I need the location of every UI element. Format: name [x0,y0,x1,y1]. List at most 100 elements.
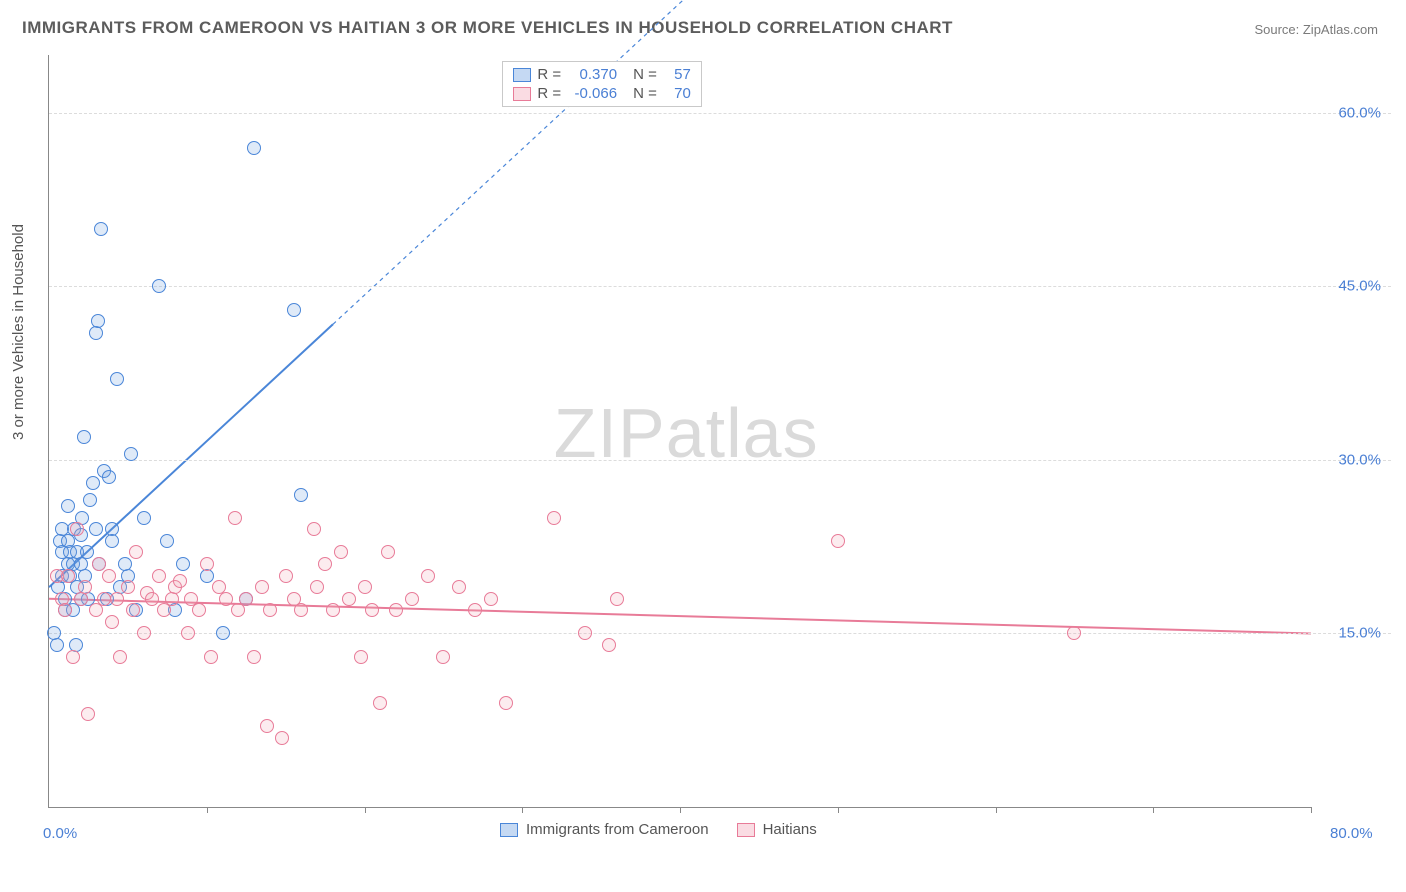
data-point [204,650,218,664]
x-tick [365,807,366,813]
data-point [137,626,151,640]
data-point [602,638,616,652]
data-point [61,569,75,583]
stat-label: N = [633,66,657,83]
data-point [121,580,135,594]
data-point [102,569,116,583]
data-point [89,522,103,536]
legend: Immigrants from Cameroon Haitians [500,821,817,838]
data-point [110,592,124,606]
data-point [247,141,261,155]
swatch-icon [513,68,531,82]
data-point [173,574,187,588]
page-title: IMMIGRANTS FROM CAMEROON VS HAITIAN 3 OR… [22,18,953,38]
data-point [547,511,561,525]
data-point [110,372,124,386]
stat-n: 57 [663,66,691,83]
data-point [50,638,64,652]
stat-label: R = [537,85,561,102]
y-tick-label: 45.0% [1338,278,1381,295]
data-point [405,592,419,606]
stat-row: R =0.370N =57 [513,66,691,83]
data-point [61,499,75,513]
data-point [421,569,435,583]
legend-label: Haitians [763,821,817,838]
legend-item: Immigrants from Cameroon [500,821,709,838]
data-point [113,650,127,664]
data-point [342,592,356,606]
gridline [49,113,1391,114]
gridline [49,286,1391,287]
x-max-label: 80.0% [1330,825,1373,842]
legend-item: Haitians [737,821,817,838]
swatch-icon [737,823,755,837]
data-point [137,511,151,525]
x-tick [680,807,681,813]
gridline [49,460,1391,461]
data-point [181,626,195,640]
data-point [239,592,253,606]
data-point [307,522,321,536]
data-point [152,569,166,583]
data-point [192,603,206,617]
data-point [78,580,92,594]
data-point [484,592,498,606]
watermark: ZIPatlas [554,393,819,473]
stat-r: -0.066 [567,85,617,102]
legend-label: Immigrants from Cameroon [526,821,709,838]
data-point [58,603,72,617]
data-point [287,303,301,317]
data-point [160,534,174,548]
data-point [354,650,368,664]
data-point [294,488,308,502]
plot-area: ZIPatlas 15.0%30.0%45.0%60.0% [48,55,1311,808]
data-point [105,534,119,548]
data-point [129,545,143,559]
x-tick [1311,807,1312,813]
data-point [260,719,274,733]
data-point [275,731,289,745]
stat-label: R = [537,66,561,83]
y-tick-label: 60.0% [1338,104,1381,121]
x-tick [996,807,997,813]
data-point [326,603,340,617]
gridline [49,633,1391,634]
data-point [83,493,97,507]
data-point [255,580,269,594]
y-axis-label: 3 or more Vehicles in Household [10,224,27,440]
data-point [219,592,233,606]
data-point [381,545,395,559]
data-point [247,650,261,664]
data-point [105,615,119,629]
data-point [176,557,190,571]
data-point [468,603,482,617]
data-point [77,430,91,444]
data-point [610,592,624,606]
data-point [452,580,466,594]
data-point [66,650,80,664]
stats-box: R =0.370N =57R =-0.066N =70 [502,61,702,107]
stat-label: N = [633,85,657,102]
y-tick-label: 30.0% [1338,451,1381,468]
data-point [80,545,94,559]
data-point [334,545,348,559]
data-point [365,603,379,617]
data-point [1067,626,1081,640]
data-point [831,534,845,548]
data-point [578,626,592,640]
data-point [91,314,105,328]
data-point [145,592,159,606]
data-point [70,522,84,536]
data-point [81,707,95,721]
data-point [279,569,293,583]
source-label: Source: ZipAtlas.com [1254,22,1378,37]
data-point [228,511,242,525]
x-min-label: 0.0% [43,825,77,842]
data-point [294,603,308,617]
data-point [86,476,100,490]
x-tick [522,807,523,813]
data-point [436,650,450,664]
x-tick [207,807,208,813]
data-point [310,580,324,594]
data-point [499,696,513,710]
